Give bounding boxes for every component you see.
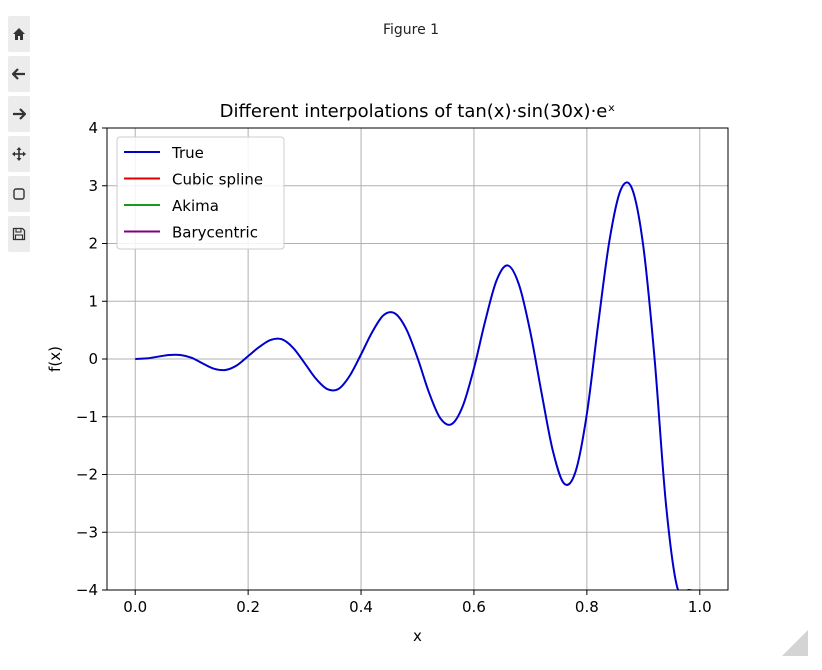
x-tick-label: 0.8 xyxy=(575,598,599,616)
figure-title: Figure 1 xyxy=(382,22,440,38)
home-icon xyxy=(13,28,25,40)
resize-grip-icon[interactable] xyxy=(782,630,808,656)
y-tick-label: 2 xyxy=(88,235,98,253)
move-icon xyxy=(12,147,26,161)
pan-button[interactable] xyxy=(8,136,30,172)
arrow-left-icon xyxy=(12,68,25,80)
home-button[interactable] xyxy=(8,16,30,52)
x-tick-label: 0.4 xyxy=(349,598,373,616)
forward-button[interactable] xyxy=(8,96,30,132)
x-tick-label: 0.6 xyxy=(462,598,486,616)
back-button[interactable] xyxy=(8,56,30,92)
x-tick-label: 0.2 xyxy=(236,598,260,616)
y-tick-label: 0 xyxy=(88,350,98,368)
save-icon xyxy=(12,227,26,241)
series-line-true xyxy=(135,181,692,590)
y-tick-label: −2 xyxy=(76,466,98,484)
legend-box xyxy=(116,136,285,250)
zoom-rect-icon xyxy=(13,188,25,200)
zoom-button[interactable] xyxy=(8,176,30,212)
x-axis-label: x xyxy=(413,627,422,645)
x-tick-label: 1.0 xyxy=(688,598,712,616)
y-tick-label: 1 xyxy=(88,292,98,310)
y-tick-label: 4 xyxy=(88,119,98,137)
navigation-toolbar xyxy=(8,16,30,252)
chart-title: Different interpolations of tan(x)·sin(3… xyxy=(220,101,616,122)
legend-label: True xyxy=(171,144,204,162)
arrow-right-icon xyxy=(13,108,26,120)
y-tick-label: −1 xyxy=(76,408,98,426)
save-button[interactable] xyxy=(8,216,30,252)
y-tick-label: 3 xyxy=(88,177,98,195)
y-axis-label: f(x) xyxy=(46,346,64,372)
y-tick-label: −3 xyxy=(76,523,98,541)
legend-label: Barycentric xyxy=(172,224,258,242)
y-tick-label: −4 xyxy=(76,581,98,599)
legend-label: Cubic spline xyxy=(172,171,263,189)
legend-label: Akima xyxy=(172,197,219,215)
x-tick-label: 0.0 xyxy=(123,598,147,616)
